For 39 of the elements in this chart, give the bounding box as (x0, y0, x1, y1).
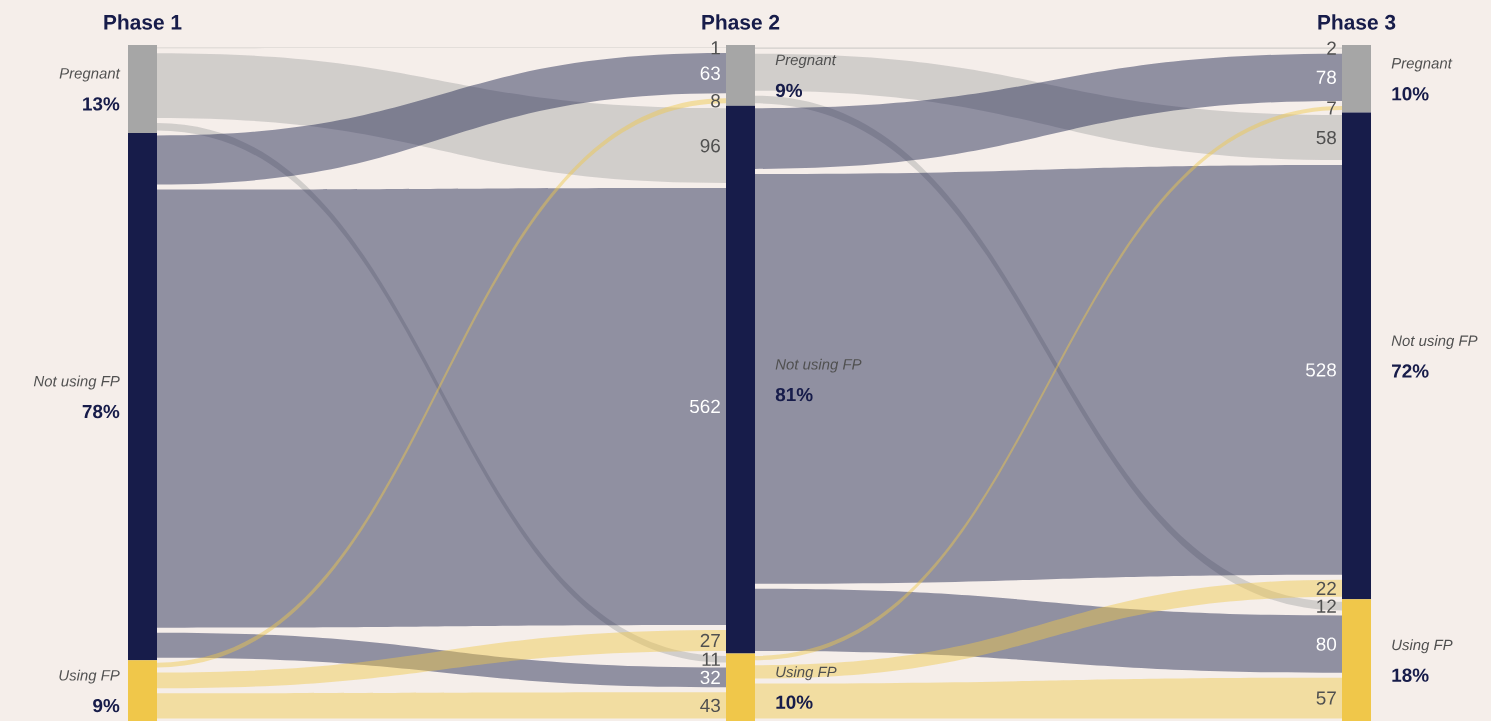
text: 11 (702, 652, 720, 666)
data-label: 13% (83, 97, 120, 111)
data-label: 78% (82, 404, 120, 419)
text: 8 (711, 94, 720, 108)
text: 7 (1327, 101, 1336, 115)
data-label: 10% (1392, 87, 1429, 101)
text: 43 (700, 698, 720, 713)
text: 63 (700, 66, 720, 80)
text: Pregnant (1391, 58, 1453, 72)
data-label: 81% (775, 387, 813, 402)
data-label: 9% (93, 698, 120, 713)
text: Pregnant (59, 68, 121, 82)
text: 57 (1316, 691, 1336, 705)
data-label: 18% (1392, 668, 1429, 682)
text: Not using FP (1391, 335, 1478, 349)
text: 27 (700, 633, 720, 648)
series-label: Not using FP (775, 358, 862, 373)
text: Not using FP (33, 375, 120, 390)
text: 528 (1305, 363, 1336, 377)
text: 78 (1316, 70, 1336, 84)
data-label: 10% (776, 695, 813, 709)
text: 2 (1327, 41, 1336, 55)
category-label: Phase 1 (104, 14, 182, 30)
data-label: 9% (775, 83, 803, 98)
text: Using FP (59, 669, 120, 684)
series-label: Pregnant (775, 54, 837, 69)
text: 80 (1316, 637, 1337, 651)
text: 96 (700, 139, 720, 153)
text: 1 (711, 41, 720, 55)
text: Using FP (1392, 639, 1453, 654)
text: 32 (700, 670, 720, 685)
category-label: Phase 3 (1318, 14, 1396, 30)
text: 22 (1316, 581, 1336, 595)
text: 58 (1316, 130, 1336, 145)
data-label: 72% (1392, 364, 1429, 378)
series-label: Using FP (776, 666, 837, 681)
text: 562 (689, 399, 720, 414)
category-label: Phase 2 (702, 14, 780, 30)
text: 12 (1317, 599, 1336, 613)
